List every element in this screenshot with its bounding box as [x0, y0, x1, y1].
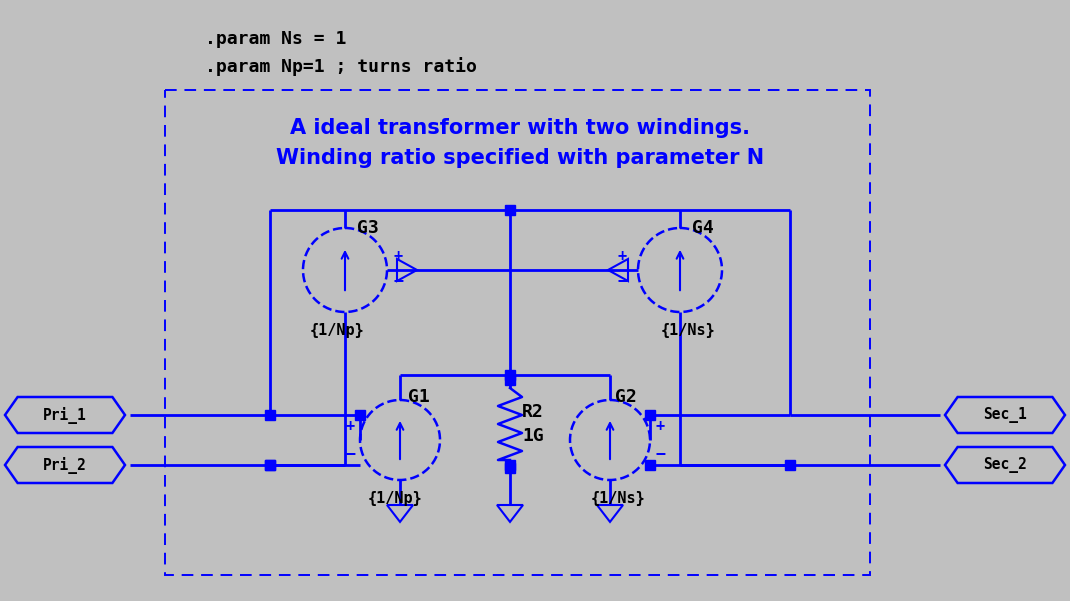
- Text: .param Np=1 ; turns ratio: .param Np=1 ; turns ratio: [205, 57, 477, 76]
- Text: −: −: [346, 444, 356, 462]
- Text: {1/Np}: {1/Np}: [368, 490, 423, 505]
- Text: {1/Ns}: {1/Ns}: [660, 323, 716, 338]
- Text: +: +: [618, 249, 627, 264]
- Text: Sec_2: Sec_2: [983, 457, 1027, 473]
- Text: G2: G2: [615, 388, 637, 406]
- Text: A ideal transformer with two windings.: A ideal transformer with two windings.: [290, 118, 750, 138]
- Text: Pri_1: Pri_1: [43, 406, 87, 424]
- Text: {1/Np}: {1/Np}: [309, 323, 365, 338]
- Text: {1/Ns}: {1/Ns}: [591, 490, 645, 505]
- Text: Winding ratio specified with parameter N: Winding ratio specified with parameter N: [276, 148, 764, 168]
- Text: G4: G4: [692, 219, 714, 237]
- Text: −: −: [393, 271, 403, 289]
- Text: G1: G1: [408, 388, 430, 406]
- Text: Pri_2: Pri_2: [43, 457, 87, 474]
- Text: +: +: [393, 249, 402, 264]
- Text: .param Ns = 1: .param Ns = 1: [205, 30, 347, 48]
- Text: +: +: [655, 419, 664, 435]
- Text: Sec_1: Sec_1: [983, 407, 1027, 423]
- Text: 1G: 1G: [522, 427, 544, 445]
- Text: +: +: [346, 419, 355, 435]
- Text: −: −: [655, 444, 664, 462]
- Text: −: −: [618, 271, 628, 289]
- Text: G3: G3: [357, 219, 379, 237]
- Text: R2: R2: [522, 403, 544, 421]
